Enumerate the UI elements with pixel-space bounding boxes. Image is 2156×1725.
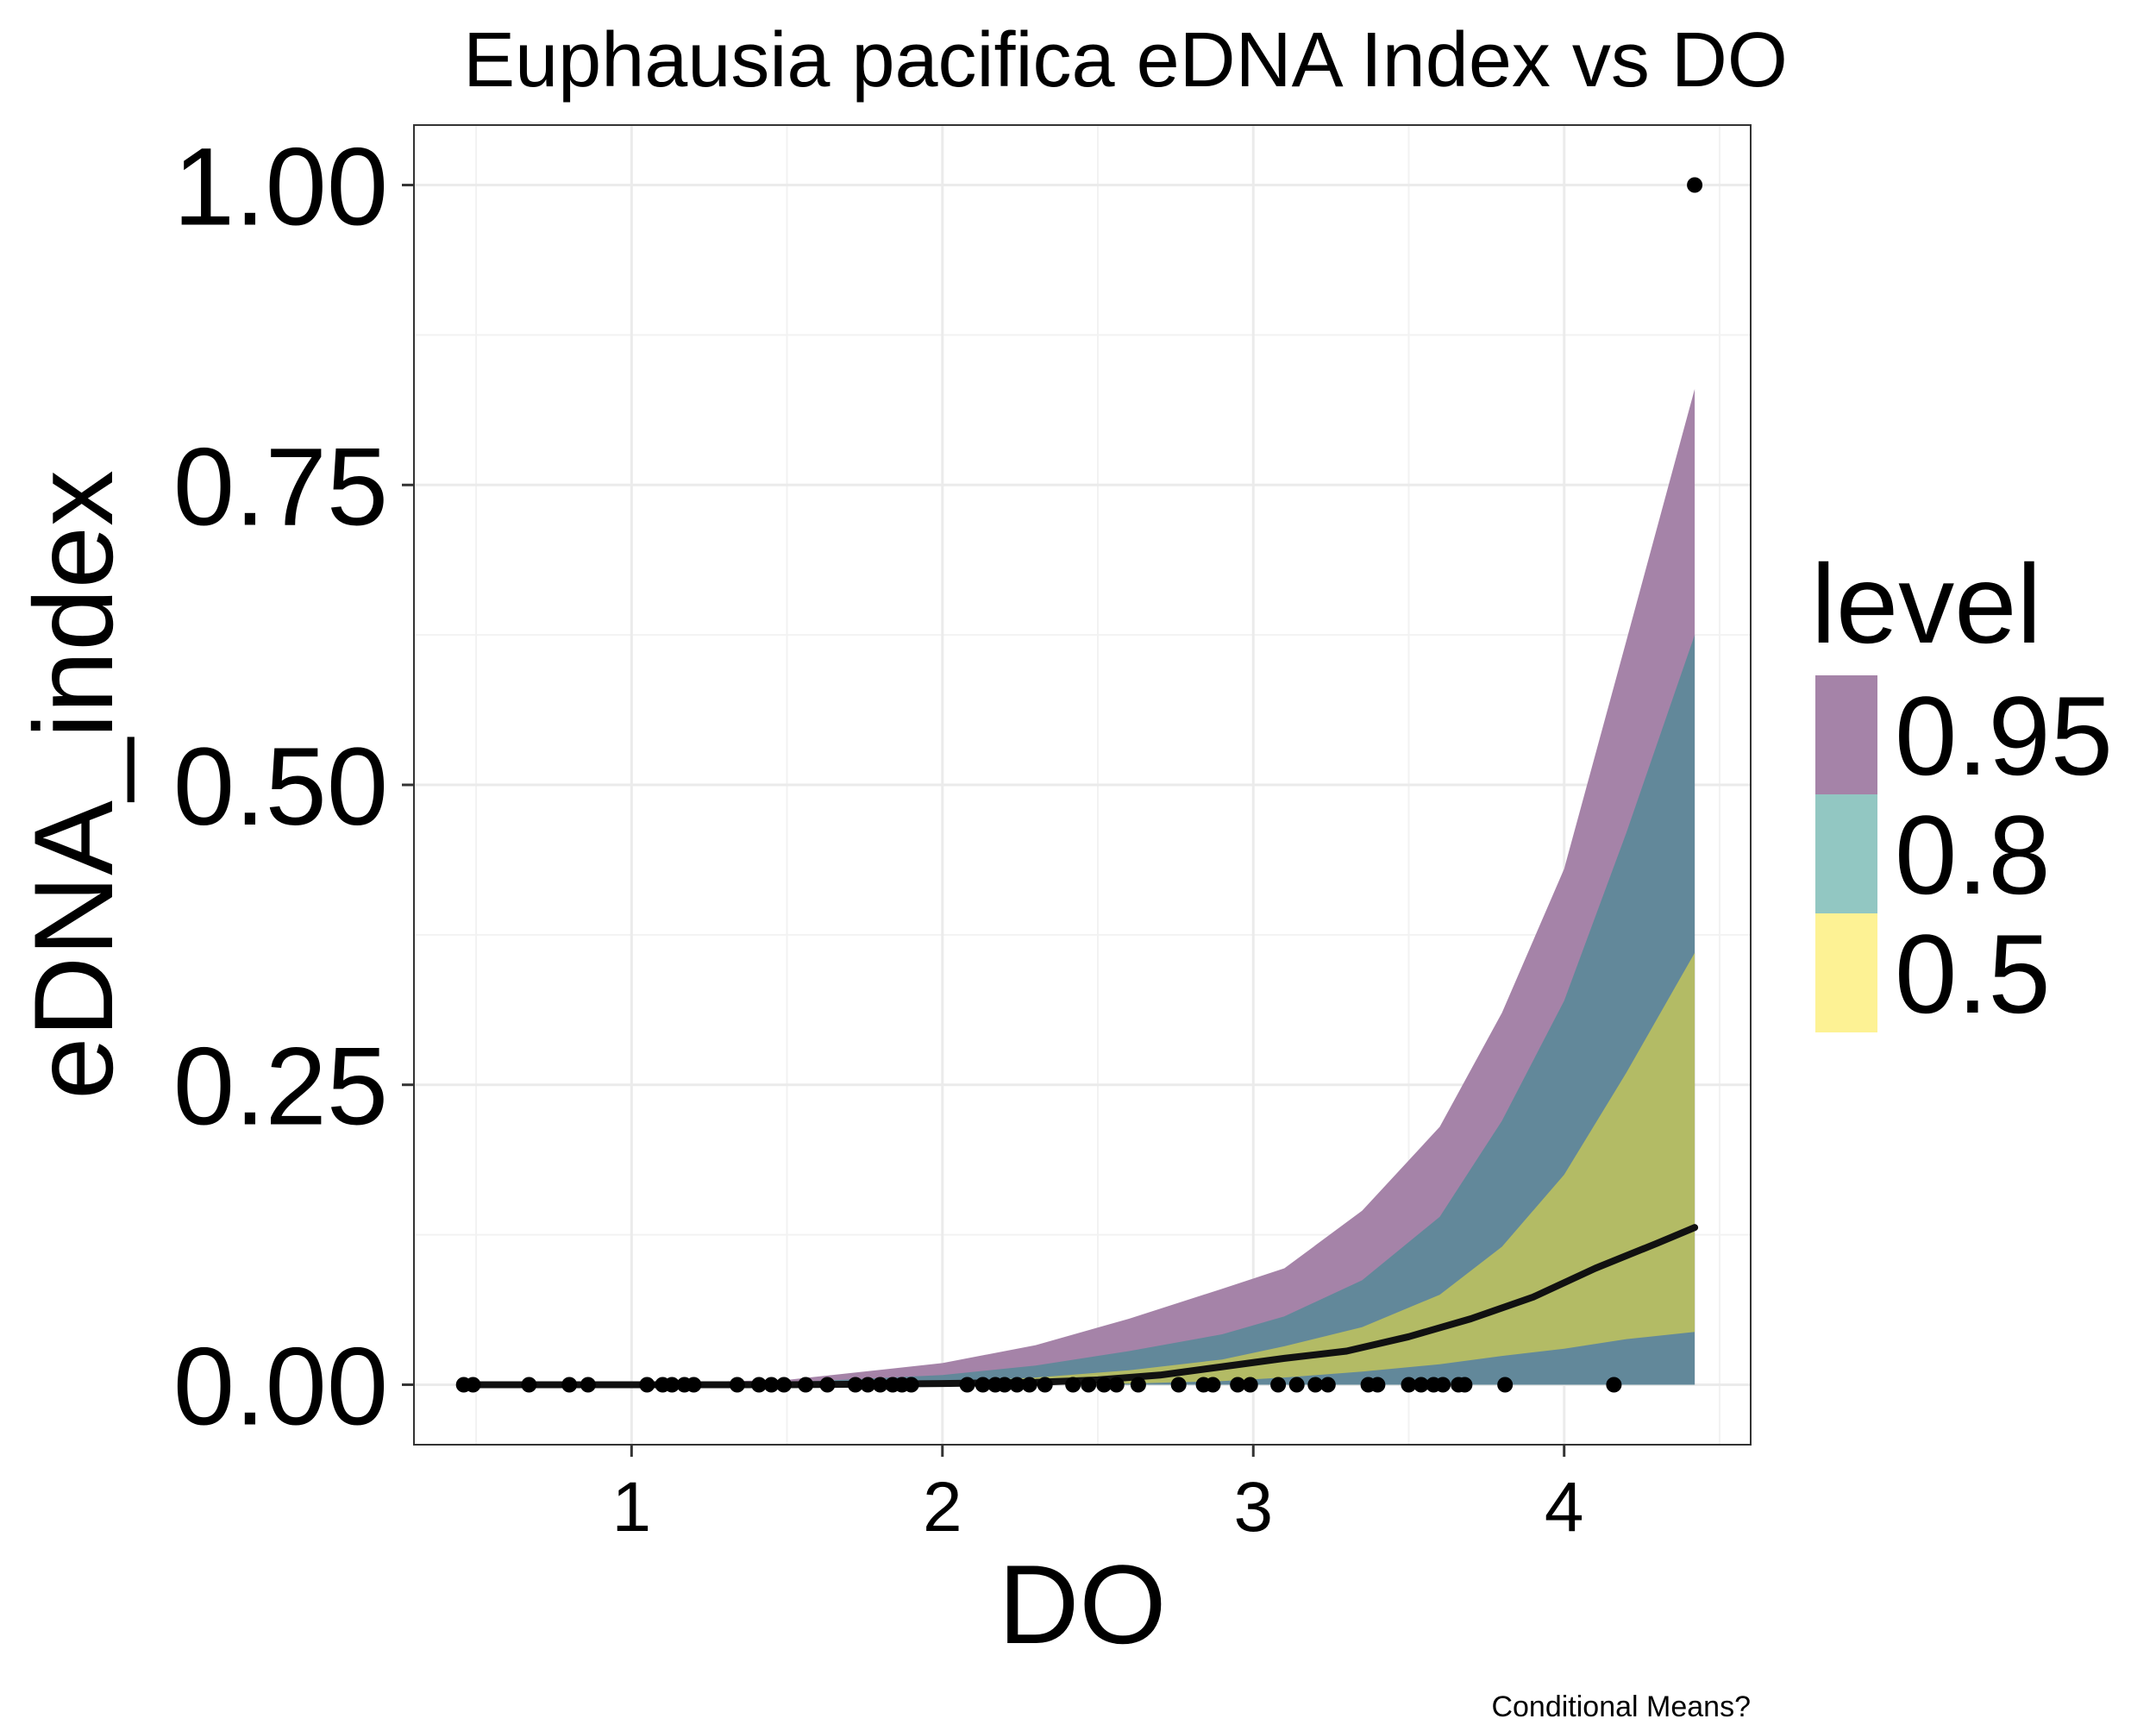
data-point <box>1242 1377 1258 1393</box>
data-point <box>1288 1377 1305 1393</box>
data-point <box>903 1377 919 1393</box>
data-point <box>1435 1377 1451 1393</box>
y-tick-label: 0.25 <box>173 1026 388 1149</box>
data-point <box>776 1377 792 1393</box>
y-tick-label: 0.00 <box>173 1325 388 1448</box>
data-point <box>996 1377 1012 1393</box>
data-point <box>819 1377 836 1393</box>
legend-key-0.8 <box>1815 794 1877 913</box>
data-point <box>975 1377 991 1393</box>
y-tick-label: 1.00 <box>173 126 388 249</box>
data-point <box>521 1377 537 1393</box>
legend-label-0.5: 0.5 <box>1895 911 2051 1037</box>
data-point <box>959 1377 975 1393</box>
y-tick-label: 0.75 <box>173 425 388 549</box>
data-point <box>1307 1377 1324 1393</box>
x-axis: 1 2 3 4 <box>612 1445 1584 1546</box>
data-point <box>1319 1377 1336 1393</box>
data-point <box>465 1377 481 1393</box>
data-point <box>729 1377 745 1393</box>
data-point <box>751 1377 768 1393</box>
grid-layer <box>414 125 1751 1445</box>
data-point <box>561 1377 578 1393</box>
confidence-bands <box>463 389 1695 1385</box>
data-point <box>1606 1377 1622 1393</box>
x-tick-label: 3 <box>1233 1468 1273 1546</box>
data-point <box>798 1377 814 1393</box>
data-point <box>1205 1377 1221 1393</box>
data-point <box>1009 1377 1025 1393</box>
data-point <box>1401 1377 1417 1393</box>
legend-label-0.8: 0.8 <box>1895 792 2051 918</box>
data-point <box>1497 1377 1514 1393</box>
data-point <box>1687 177 1703 193</box>
data-point <box>1270 1377 1287 1393</box>
data-point <box>1096 1377 1112 1393</box>
data-point <box>872 1377 888 1393</box>
plot-area <box>413 124 1752 1446</box>
data-point <box>1369 1377 1386 1393</box>
data-point <box>1130 1377 1146 1393</box>
caption: Conditional Means? <box>1491 1690 1751 1723</box>
data-point <box>1108 1377 1125 1393</box>
y-axis: 0.00 0.25 0.50 0.75 1.00 <box>173 126 414 1448</box>
y-tick-label: 0.50 <box>173 725 388 849</box>
data-point <box>847 1377 863 1393</box>
y-axis-title: eDNA_index <box>10 470 136 1100</box>
observed-points <box>455 177 1703 1393</box>
data-point <box>1230 1377 1246 1393</box>
data-point <box>1170 1377 1187 1393</box>
legend-key-0.95 <box>1815 675 1877 794</box>
data-point <box>686 1377 702 1393</box>
legend-label-0.95: 0.95 <box>1895 673 2113 799</box>
data-point <box>1021 1377 1037 1393</box>
x-axis-title: DO <box>999 1541 1167 1667</box>
data-point <box>580 1377 596 1393</box>
data-point <box>860 1377 876 1393</box>
data-point <box>763 1377 780 1393</box>
x-tick-label: 2 <box>923 1468 962 1546</box>
chart-title: Euphausia pacifica eDNA Index vs DO <box>463 17 1788 104</box>
legend-title: level <box>1811 541 2041 667</box>
legend: level 0.950.80.5 <box>1811 541 2113 1037</box>
data-point <box>639 1377 655 1393</box>
data-point <box>1081 1377 1097 1393</box>
data-point <box>664 1377 680 1393</box>
data-point <box>1457 1377 1473 1393</box>
band-0.5 <box>942 952 1695 1385</box>
data-point <box>1037 1377 1053 1393</box>
data-point <box>1065 1377 1081 1393</box>
x-tick-label: 1 <box>612 1468 652 1546</box>
data-point <box>1413 1377 1429 1393</box>
x-tick-label: 4 <box>1545 1468 1584 1546</box>
legend-key-0.5 <box>1815 913 1877 1032</box>
